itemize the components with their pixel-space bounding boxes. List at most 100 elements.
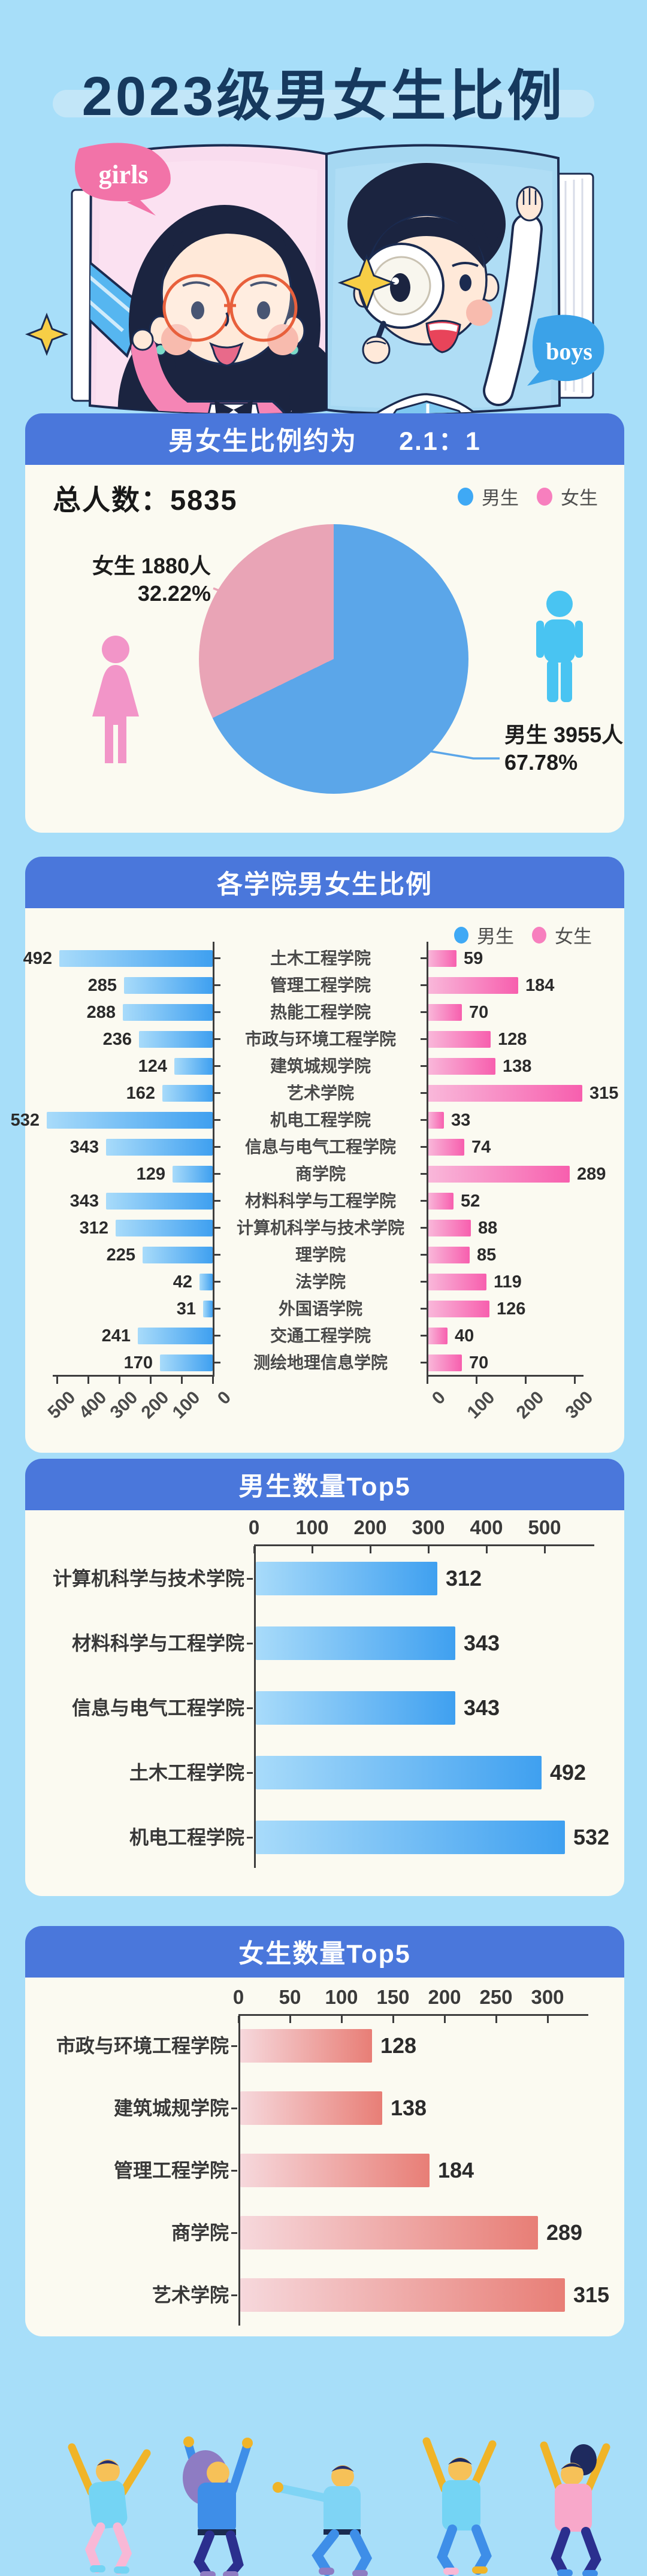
axis-number: 500 xyxy=(528,1516,561,1538)
college-name: 计算机科学与技术学院 xyxy=(52,1568,244,1589)
female-legend-label: 女生 xyxy=(561,488,598,509)
row-tick xyxy=(247,1772,253,1774)
pie-legend: 男生 女生 xyxy=(458,483,598,510)
male-baseline xyxy=(53,1375,214,1377)
male-value: 241 xyxy=(101,1326,131,1346)
axis-tick xyxy=(341,2016,343,2023)
female-value: 85 xyxy=(477,1245,497,1265)
college-name: 建筑城规学院 xyxy=(270,1057,371,1075)
male-value: 42 xyxy=(173,1272,192,1292)
axis-tick xyxy=(547,2016,549,2023)
top5-male-card-body: 0 100 200 300 400 500 计算机科学与技术学院 312 材料科学与工程学院 34… xyxy=(25,1510,624,1896)
college-name: 土木工程学院 xyxy=(129,1762,244,1783)
college-name: 信息与电气工程学院 xyxy=(244,1138,396,1156)
male-value: 492 xyxy=(23,949,52,968)
axis-number: 50 xyxy=(279,1986,301,2008)
gender-pie-chart xyxy=(199,524,468,794)
row-tick xyxy=(214,1092,220,1094)
female-bar xyxy=(428,1031,491,1048)
axis-number: 150 xyxy=(376,1986,410,2008)
page-title: 2023级男女生比例 xyxy=(81,66,566,127)
x-axis-line xyxy=(238,2014,588,2016)
ratio-header-value: 2.1：1 xyxy=(399,427,481,456)
row-tick xyxy=(214,1254,220,1256)
male-bar xyxy=(116,1220,213,1236)
axis-tick-label: 400 xyxy=(75,1387,111,1423)
male-legend-label: 男生 xyxy=(482,488,519,509)
college-name: 艺术学院 xyxy=(152,2284,229,2306)
male-callout-count: 男生 3955人 xyxy=(504,722,624,747)
axis-number: 100 xyxy=(325,1986,358,2008)
male-axis-line xyxy=(213,942,214,1377)
count-bar xyxy=(240,2154,430,2187)
axis-tick-label: 200 xyxy=(137,1387,173,1423)
count-bar xyxy=(240,2278,565,2312)
male-bar xyxy=(143,1247,213,1263)
row-tick xyxy=(421,1065,427,1067)
axis-tick xyxy=(150,1377,152,1384)
row-tick xyxy=(214,1335,220,1337)
male-value: 124 xyxy=(138,1057,167,1076)
top5-male-chart: 0 100 200 300 400 500 计算机科学与技术学院 312 材料科学与工程学院 34… xyxy=(25,1510,624,1896)
college-name: 机电工程学院 xyxy=(270,1111,371,1129)
count-value: 289 xyxy=(546,2220,583,2245)
female-bar xyxy=(428,977,518,994)
male-bar xyxy=(124,977,213,994)
male-bar xyxy=(203,1301,213,1317)
male-legend-dot-icon xyxy=(454,926,468,944)
count-value: 315 xyxy=(573,2282,610,2307)
axis-tick-label: 0 xyxy=(214,1387,235,1409)
row-tick xyxy=(247,1707,253,1709)
girl-illustration xyxy=(90,161,326,414)
male-bar xyxy=(174,1058,213,1075)
male-legend-dot-icon xyxy=(458,487,473,506)
count-value: 184 xyxy=(438,2158,474,2182)
college-name: 计算机科学与技术学院 xyxy=(236,1219,404,1237)
female-bar xyxy=(428,1166,570,1183)
male-legend-label: 男生 xyxy=(477,926,514,947)
axis-number: 0 xyxy=(232,1986,244,2008)
college-name: 外国语学院 xyxy=(278,1299,362,1318)
axis-tick xyxy=(486,1546,488,1553)
axis-tick xyxy=(428,1546,430,1553)
row-tick xyxy=(421,1146,427,1148)
row-tick xyxy=(421,1254,427,1256)
male-value: 170 xyxy=(123,1353,153,1372)
axis-number: 300 xyxy=(412,1516,445,1538)
count-value: 492 xyxy=(550,1760,586,1785)
male-figure-icon xyxy=(536,591,583,702)
count-bar xyxy=(240,2216,538,2250)
count-value: 128 xyxy=(380,2033,417,2058)
boy-illustration xyxy=(331,161,552,414)
male-callout-percent: 67.78% xyxy=(504,750,578,775)
college-name: 法学院 xyxy=(295,1272,346,1291)
college-name: 测绘地理信息学院 xyxy=(253,1353,388,1372)
ratio-card-header: 男女生比例约为 2.1：1 xyxy=(25,413,624,465)
row-tick xyxy=(421,984,427,986)
male-bar xyxy=(160,1354,213,1371)
college-name: 理学院 xyxy=(295,1245,346,1264)
axis-tick xyxy=(495,2016,497,2023)
row-tick xyxy=(214,1281,220,1283)
axis-tick xyxy=(574,1377,576,1384)
female-bar xyxy=(428,1301,489,1317)
y-axis-line xyxy=(254,1544,256,1868)
college-name: 管理工程学院 xyxy=(113,2160,229,2181)
row-tick xyxy=(247,1643,253,1644)
row-tick xyxy=(421,1038,427,1040)
row-tick xyxy=(421,1362,427,1363)
female-value: 289 xyxy=(577,1165,606,1184)
male-value: 343 xyxy=(69,1138,99,1157)
axis-number: 200 xyxy=(428,1986,461,2008)
male-bar xyxy=(123,1004,213,1021)
college-name: 热能工程学院 xyxy=(270,1003,371,1021)
female-bar xyxy=(428,1139,464,1156)
jumping-person xyxy=(68,2443,151,2575)
ratio-header-prefix: 男女生比例约为 xyxy=(168,427,358,456)
row-tick xyxy=(214,957,220,959)
female-legend-dot-icon xyxy=(537,487,552,506)
row-tick xyxy=(214,1308,220,1310)
male-value: 162 xyxy=(126,1084,155,1103)
row-tick xyxy=(421,1281,427,1283)
count-bar xyxy=(256,1821,565,1854)
